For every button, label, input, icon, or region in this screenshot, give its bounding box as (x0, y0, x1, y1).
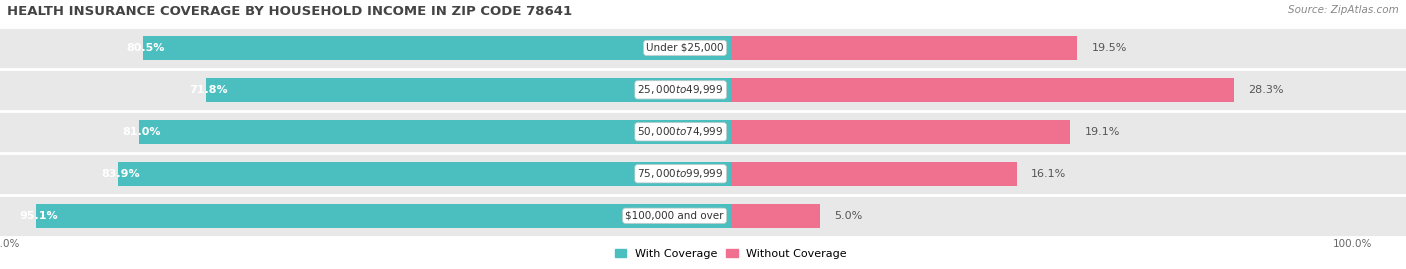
Bar (731, 111, 1406, 153)
Text: 83.9%: 83.9% (101, 169, 139, 179)
Text: 5.0%: 5.0% (834, 211, 862, 221)
Bar (731, 27, 1406, 69)
Bar (731, 78, 1233, 102)
Bar (731, 162, 1017, 186)
Text: 16.1%: 16.1% (1031, 169, 1067, 179)
Bar (731, 204, 820, 228)
Bar (139, 120, 731, 144)
Text: $50,000 to $74,999: $50,000 to $74,999 (637, 125, 724, 138)
Bar (35, 204, 731, 228)
Text: 19.5%: 19.5% (1091, 43, 1128, 53)
Text: Source: ZipAtlas.com: Source: ZipAtlas.com (1288, 5, 1399, 15)
Bar (0, 69, 731, 111)
Text: 19.1%: 19.1% (1084, 127, 1121, 137)
Bar (118, 162, 731, 186)
Text: 81.0%: 81.0% (122, 127, 160, 137)
Bar (731, 120, 1070, 144)
Bar (207, 78, 731, 102)
Text: 71.8%: 71.8% (190, 85, 228, 95)
Bar (731, 153, 1406, 195)
Bar (731, 69, 1406, 111)
Bar (0, 27, 731, 69)
Bar (142, 36, 731, 60)
Text: $100,000 and over: $100,000 and over (626, 211, 724, 221)
Text: HEALTH INSURANCE COVERAGE BY HOUSEHOLD INCOME IN ZIP CODE 78641: HEALTH INSURANCE COVERAGE BY HOUSEHOLD I… (7, 5, 572, 18)
Text: 95.1%: 95.1% (20, 211, 58, 221)
Text: 28.3%: 28.3% (1249, 85, 1284, 95)
Bar (731, 195, 1406, 237)
Bar (0, 195, 731, 237)
Bar (0, 111, 731, 153)
Text: Under $25,000: Under $25,000 (647, 43, 724, 53)
Bar (0, 153, 731, 195)
Text: 80.5%: 80.5% (127, 43, 165, 53)
Text: $25,000 to $49,999: $25,000 to $49,999 (637, 83, 724, 96)
Legend: With Coverage, Without Coverage: With Coverage, Without Coverage (610, 245, 852, 263)
Bar (731, 36, 1077, 60)
Text: $75,000 to $99,999: $75,000 to $99,999 (637, 167, 724, 180)
